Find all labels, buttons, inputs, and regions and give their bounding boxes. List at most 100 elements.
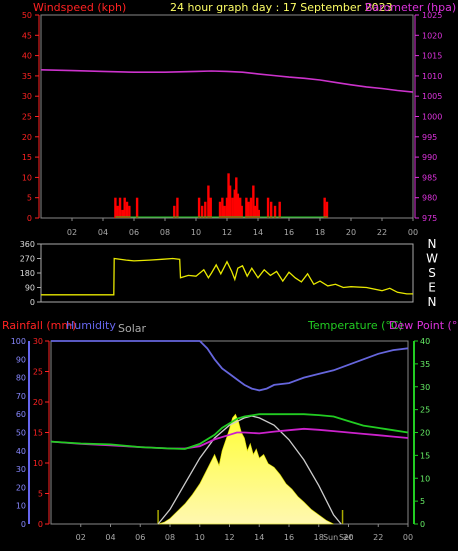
temperature-tick-label: 35 xyxy=(420,360,430,369)
windspeed-tick-label: 5 xyxy=(27,194,32,203)
windspeed-bar xyxy=(233,189,236,218)
humidity-tick-label: 10 xyxy=(16,502,26,511)
barometer-tick-label: 1010 xyxy=(422,72,442,81)
windspeed-tick-label: 40 xyxy=(22,52,32,61)
bottom-panel-data xyxy=(50,340,409,525)
windspeed-bar xyxy=(204,201,207,218)
windspeed-bar xyxy=(223,205,226,218)
bottom-x-tick-label: 04 xyxy=(105,533,115,542)
windspeed-axis-label: Windspeed (kph) xyxy=(33,1,126,14)
windspeed-tick-label: 50 xyxy=(22,11,32,20)
humidity-tick-label: 20 xyxy=(16,483,26,492)
windspeed-bar xyxy=(135,197,139,218)
bottom-x-tick-label: 08 xyxy=(165,533,175,542)
windspeed-tick-label: 35 xyxy=(22,72,32,81)
windspeed-bar xyxy=(173,205,176,218)
top-x-tick-label: 02 xyxy=(67,228,77,237)
barometer-tick-label: 985 xyxy=(422,173,437,182)
windspeed-bar xyxy=(128,205,131,218)
rainfall-tick-label: 30 xyxy=(33,337,43,346)
windspeed-bar xyxy=(116,205,119,218)
dewpoint-axis-label: Dew Point (°C) xyxy=(389,319,458,332)
top-plot-frame xyxy=(40,14,414,219)
windspeed-bar xyxy=(253,205,257,218)
windspeed-bar xyxy=(323,197,326,218)
wind-direction-frame xyxy=(40,243,414,303)
barometer-tick-label: 975 xyxy=(422,214,437,223)
temperature-line xyxy=(50,413,409,450)
graph-title: 24 hour graph day : 17 September 2023 xyxy=(170,1,393,14)
top-panel-axes: 0510152025303540455097598098599099510001… xyxy=(22,11,443,237)
temperature-tick-label: 30 xyxy=(420,383,430,392)
bottom-x-tick-label: 16 xyxy=(284,533,294,542)
barometer-tick-label: 990 xyxy=(422,153,437,162)
windspeed-bar xyxy=(209,197,212,218)
humidity-axis-label: Humidity xyxy=(66,319,116,332)
windspeed-bar xyxy=(227,173,230,218)
windspeed-bar xyxy=(236,193,240,218)
top-x-tick-label: 12 xyxy=(222,228,232,237)
humidity-tick-label: 70 xyxy=(16,392,26,401)
bottom-x-tick-label: 00 xyxy=(403,533,413,542)
temperature-tick-label: 5 xyxy=(420,497,425,506)
temperature-tick-label: 10 xyxy=(420,474,430,483)
windspeed-bar xyxy=(231,197,234,218)
windspeed-tick-label: 20 xyxy=(22,133,32,142)
compass-label: S xyxy=(428,266,436,280)
compass-label: N xyxy=(428,237,437,251)
windspeed-bar xyxy=(207,185,210,218)
top-x-tick-label: 08 xyxy=(160,228,170,237)
top-x-tick-label: 16 xyxy=(284,228,294,237)
compass-label: N xyxy=(428,295,437,309)
windspeed-bar xyxy=(201,205,204,218)
barometer-tick-label: 980 xyxy=(422,194,437,203)
top-x-tick-label: 10 xyxy=(191,228,201,237)
direction-tick-label: 360 xyxy=(20,240,35,249)
windspeed-bar xyxy=(123,197,126,218)
humidity-tick-label: 100 xyxy=(11,337,26,346)
bottom-x-tick-label: 02 xyxy=(76,533,86,542)
windspeed-bar xyxy=(221,197,224,218)
rainfall-tick-label: 15 xyxy=(33,429,43,438)
windspeed-bar xyxy=(238,197,242,218)
windspeed-bar xyxy=(269,201,273,218)
windspeed-bar xyxy=(235,177,238,218)
barometer-axis-label: Barometer (hpa) xyxy=(365,1,456,14)
bottom-x-tick-label: 18 xyxy=(314,533,324,542)
windspeed-bar xyxy=(325,201,329,218)
windspeed-tick-label: 10 xyxy=(22,173,32,182)
temperature-tick-label: 20 xyxy=(420,429,430,438)
rainfall-tick-label: 0 xyxy=(38,520,43,529)
temperature-tick-label: 15 xyxy=(420,451,430,460)
barometer-line xyxy=(40,69,414,93)
compass-label: E xyxy=(428,281,436,295)
barometer-tick-label: 1015 xyxy=(422,52,442,61)
top-x-tick-label: 22 xyxy=(377,228,387,237)
humidity-tick-label: 60 xyxy=(16,410,26,419)
windspeed-tick-label: 30 xyxy=(22,92,32,101)
windspeed-bar xyxy=(121,209,124,218)
bottom-x-tick-label: 22 xyxy=(373,533,383,542)
windspeed-bar xyxy=(257,209,260,218)
windspeed-bar xyxy=(114,197,117,218)
top-x-tick-label: 18 xyxy=(315,228,325,237)
humidity-tick-label: 40 xyxy=(16,447,26,456)
windspeed-bar xyxy=(245,197,248,218)
top-x-tick-label: 20 xyxy=(346,228,356,237)
windspeed-tick-label: 25 xyxy=(22,113,32,122)
windspeed-bar xyxy=(240,205,243,218)
compass-label: W xyxy=(426,252,438,266)
barometer-tick-label: 1020 xyxy=(422,31,442,40)
windspeed-bar xyxy=(256,197,259,218)
windspeed-bar xyxy=(252,185,255,218)
windspeed-bar xyxy=(247,201,250,218)
windspeed-bar xyxy=(228,185,232,218)
top-x-tick-label: 14 xyxy=(253,228,263,237)
solar-axis-label: Solar xyxy=(118,322,147,335)
humidity-line xyxy=(51,340,409,392)
windspeed-tick-label: 0 xyxy=(27,214,32,223)
bottom-x-tick-label: 12 xyxy=(224,533,234,542)
temperature-tick-label: 25 xyxy=(420,406,430,415)
windspeed-bar xyxy=(249,197,253,218)
